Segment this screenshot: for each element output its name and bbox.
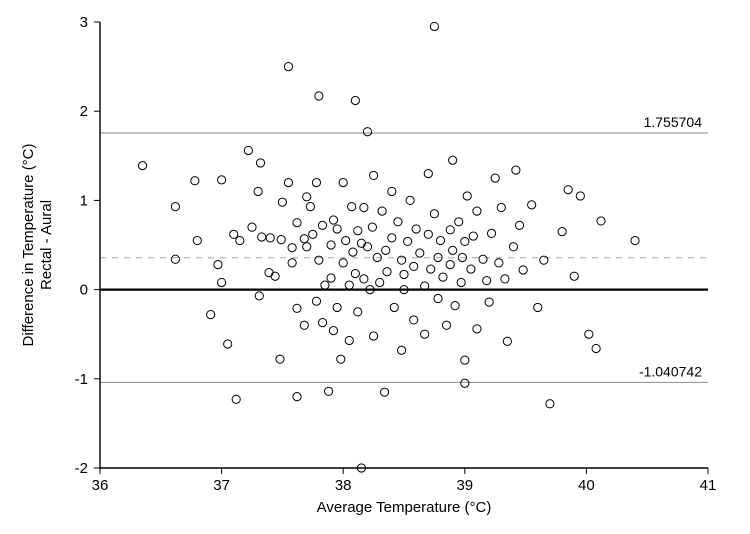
y-tick-label: -2 — [75, 460, 88, 477]
x-tick-label: 38 — [335, 477, 352, 494]
reference-line-label: -1.040742 — [639, 363, 702, 379]
x-tick-label: 37 — [213, 477, 230, 494]
y-tick-label: 2 — [80, 103, 88, 120]
x-axis-label: Average Temperature (°C) — [317, 499, 492, 516]
y-tick-label: -1 — [75, 371, 88, 388]
x-tick-label: 39 — [456, 477, 473, 494]
x-tick-label: 41 — [700, 477, 717, 494]
y-tick-label: 0 — [80, 282, 88, 299]
bland-altman-chart: 1.755704 -1.040742 36 37 38 39 40 41 -2 -1 0 1 2 3 Ave… — [0, 0, 750, 534]
y-tick-label: 1 — [80, 192, 88, 209]
y-tick-label: 3 — [80, 14, 88, 31]
x-tick-label: 40 — [578, 477, 595, 494]
x-tick-label: 36 — [92, 477, 109, 494]
reference-line-label: 1.755704 — [644, 114, 703, 130]
chart-svg: 1.755704 -1.040742 36 37 38 39 40 41 -2 -1 0 1 2 3 Ave… — [0, 0, 750, 534]
plot-background — [0, 0, 750, 534]
